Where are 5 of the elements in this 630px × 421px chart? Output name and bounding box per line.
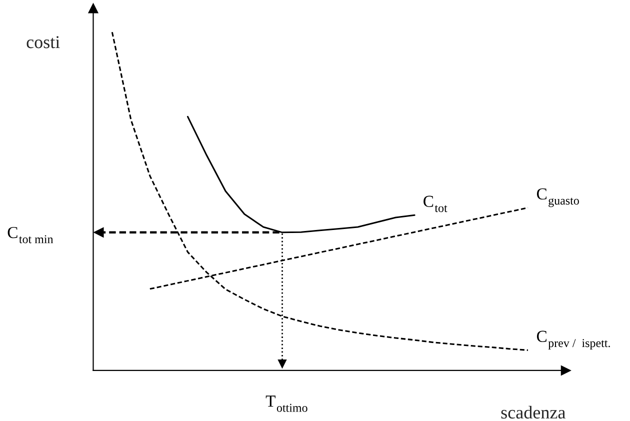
series-label: Cprev / ispett. (536, 330, 610, 350)
y-axis-title: costi (26, 36, 60, 48)
series-label: Ctot (424, 196, 448, 212)
series-label: Cguasto (536, 188, 579, 208)
x-axis-title: scadenza (501, 406, 566, 419)
